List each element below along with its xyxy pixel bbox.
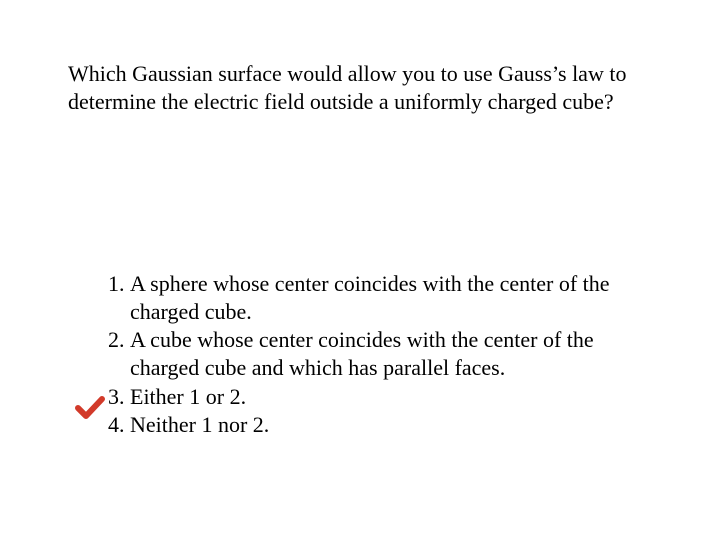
answer-list: 1. A sphere whose center coincides with … <box>108 270 628 439</box>
option-text: A cube whose center coincides with the c… <box>130 326 628 382</box>
option-number: 1. <box>108 270 130 298</box>
option-text: A sphere whose center coincides with the… <box>130 270 628 326</box>
option-1: 1. A sphere whose center coincides with … <box>108 270 628 326</box>
option-2: 2. A cube whose center coincides with th… <box>108 326 628 382</box>
option-number: 3. <box>108 383 130 411</box>
option-text: Neither 1 nor 2. <box>130 411 628 439</box>
option-3: 3. Either 1 or 2. <box>108 383 628 411</box>
question-text: Which Gaussian surface would allow you t… <box>68 60 628 116</box>
option-text: Either 1 or 2. <box>130 383 628 411</box>
checkmark-icon <box>75 395 105 421</box>
option-number: 4. <box>108 411 130 439</box>
option-number: 2. <box>108 326 130 354</box>
slide: Which Gaussian surface would allow you t… <box>0 0 720 540</box>
option-4: 4. Neither 1 nor 2. <box>108 411 628 439</box>
